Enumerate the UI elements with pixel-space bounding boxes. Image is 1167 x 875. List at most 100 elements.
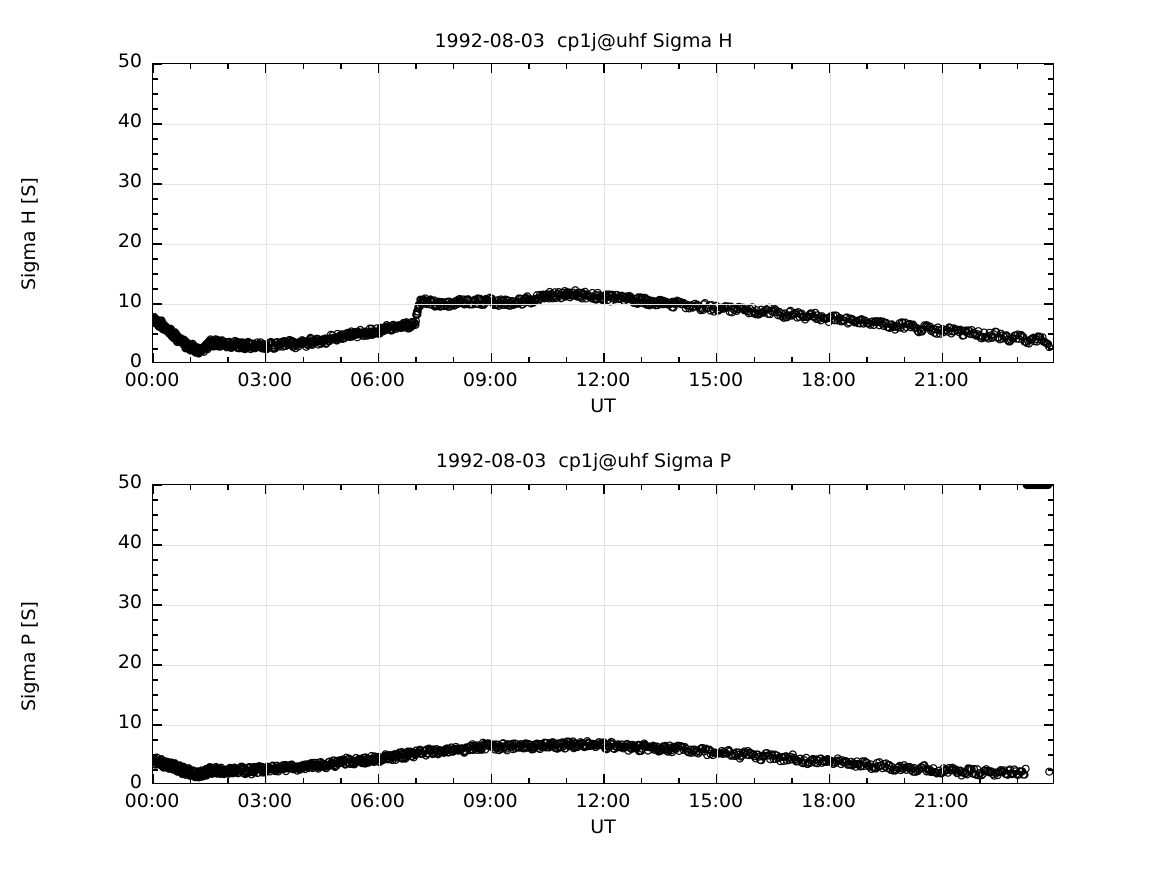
x-tick-label: 18:00 [801, 790, 856, 812]
gridline-horizontal [153, 545, 1053, 546]
axis-tick-x [452, 778, 455, 783]
axis-tick-x [490, 64, 492, 73]
gridline-vertical [829, 64, 831, 362]
axis-tick-y [1048, 574, 1053, 576]
x-tick-label: 03:00 [237, 790, 293, 812]
axis-tick-x [302, 357, 305, 362]
axis-tick-x [828, 64, 831, 73]
axis-tick-x [753, 485, 756, 490]
x-tick-labels-sigma-p: 00:00 03:00 06:00 09:00 12:00 15:00 18:00 21:00 [125, 790, 1054, 816]
axis-tick-y [153, 183, 162, 185]
axis-tick-y [1048, 168, 1053, 170]
axis-tick-x [227, 485, 229, 490]
axis-tick-y [153, 679, 158, 681]
axis-tick-y [1048, 634, 1053, 636]
axis-tick-x [528, 357, 530, 362]
axis-tick-y [153, 709, 158, 711]
axis-tick-y [153, 649, 158, 651]
axis-tick-y [1048, 754, 1053, 756]
axis-tick-x [377, 485, 380, 494]
axis-tick-x [640, 357, 643, 362]
axis-tick-x [1016, 357, 1019, 362]
chart-title-sigma-p: 1992-08-03 cp1j@uhf Sigma P [435, 450, 732, 472]
axis-tick-x [265, 485, 267, 494]
axis-tick-x [866, 357, 868, 362]
axis-tick-y [153, 64, 162, 65]
axis-tick-x [490, 353, 492, 362]
x-tick-label: 18:00 [801, 369, 856, 391]
axis-tick-x [189, 485, 192, 490]
axis-tick-x [828, 485, 831, 494]
axis-tick-y [1044, 664, 1053, 666]
axis-tick-x [979, 485, 981, 490]
axis-tick-y [153, 303, 162, 305]
axis-tick-x [302, 778, 305, 783]
axis-tick-y [1048, 739, 1053, 741]
axis-tick-x [153, 774, 154, 783]
axis-tick-x [603, 353, 605, 362]
axis-tick-x [753, 64, 756, 69]
axis-tick-y [1048, 318, 1053, 320]
axis-tick-y [1044, 724, 1053, 726]
axis-tick-x [340, 485, 342, 490]
axis-tick-y [1048, 589, 1053, 591]
axis-tick-y [153, 273, 158, 275]
axis-tick-x [979, 778, 981, 783]
axis-tick-x [340, 357, 342, 362]
axis-tick-y [153, 529, 158, 531]
axis-tick-y [153, 769, 158, 771]
y-tick-label: 10 [117, 711, 142, 733]
axis-tick-x [603, 64, 605, 73]
axis-tick-y [1048, 649, 1053, 651]
axis-tick-y [153, 485, 162, 486]
y-axis-label-sigma-h: Sigma H [S] [18, 177, 40, 290]
axis-tick-x [302, 64, 305, 69]
x-tick-label: 09:00 [462, 790, 518, 812]
axis-tick-x [265, 64, 267, 73]
y-tick-label: 0 [129, 350, 142, 372]
axis-tick-x [265, 774, 267, 783]
x-tick-label: 12:00 [575, 790, 631, 812]
y-tick-label: 30 [117, 170, 142, 192]
y-tick-label: 0 [129, 771, 142, 793]
axis-tick-y [1048, 499, 1053, 501]
gridline-vertical [829, 485, 831, 783]
axis-tick-y [153, 499, 158, 501]
axis-tick-y [1048, 679, 1053, 681]
axis-tick-x [1016, 64, 1019, 69]
x-tick-label: 06:00 [350, 369, 405, 391]
axis-tick-x [716, 485, 718, 494]
x-tick-label: 09:00 [462, 369, 518, 391]
axis-tick-x [377, 64, 380, 73]
axis-tick-x [753, 357, 756, 362]
axis-tick-y [1048, 694, 1053, 696]
axis-tick-x [678, 485, 680, 490]
x-tick-label: 15:00 [688, 369, 744, 391]
axis-tick-x [415, 64, 417, 69]
gridline-horizontal [153, 124, 1053, 125]
axis-tick-x [302, 485, 305, 490]
axis-tick-x [941, 774, 943, 783]
axis-tick-x [227, 357, 229, 362]
axis-tick-x [828, 353, 831, 362]
axis-tick-x [340, 64, 342, 69]
gridline-horizontal [153, 304, 1053, 305]
axis-tick-y [1048, 514, 1053, 516]
axis-tick-x [528, 485, 530, 490]
axis-tick-x [640, 64, 643, 69]
axis-tick-x [227, 64, 229, 69]
axis-tick-x [189, 64, 192, 69]
x-tick-label: 00:00 [124, 369, 180, 391]
y-tick-label: 10 [117, 290, 142, 312]
axis-tick-y [1048, 333, 1053, 335]
axis-tick-x [528, 778, 530, 783]
axis-tick-x [716, 353, 718, 362]
axis-tick-y [1048, 258, 1053, 260]
axis-tick-x [678, 64, 680, 69]
panel-sigma-p: 1992-08-03 cp1j@uhf Sigma P Sigma P [S] … [0, 437, 1167, 875]
axis-tick-y [1044, 123, 1053, 125]
axis-tick-y [153, 138, 158, 140]
x-axis-label-sigma-h: UT [590, 395, 616, 417]
axis-tick-y [153, 123, 162, 125]
